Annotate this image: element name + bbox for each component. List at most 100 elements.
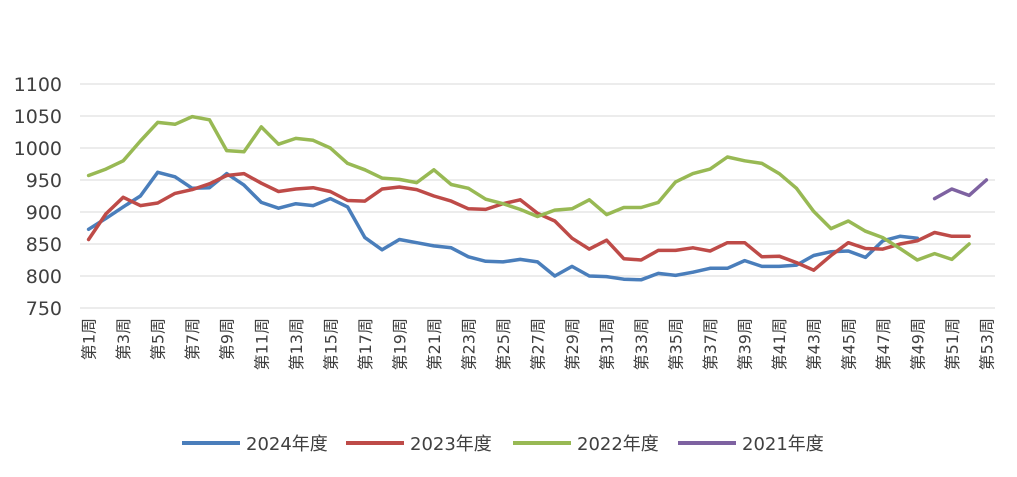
legend-label: 2022年度 [577,434,659,455]
data-point [104,212,108,216]
data-point [691,172,695,176]
data-point [432,168,436,172]
data-point [553,219,557,223]
y-tick-label: 950 [26,170,62,192]
data-point [397,238,401,241]
x-tick-label: 第15周 [321,318,340,370]
data-point [484,259,488,263]
data-point [156,120,160,124]
data-point [173,191,177,195]
data-point [277,190,280,193]
data-point [242,172,246,176]
data-point [829,250,833,254]
data-point [259,181,263,185]
series-3 [932,178,989,201]
x-tick-label: 第37周 [701,318,720,370]
data-point [570,264,574,268]
data-point [449,199,453,203]
x-tick-label: 第45周 [839,318,858,370]
x-tick-label: 第23周 [459,318,478,370]
y-tick-label: 750 [26,298,62,320]
data-point [708,167,712,171]
legend-item: 2022年度 [513,434,659,455]
data-point [691,270,695,274]
y-tick-label: 1050 [14,106,62,128]
data-point [242,150,246,154]
data-point [864,255,867,259]
data-point [208,118,211,122]
data-point [777,254,781,258]
data-point [691,246,695,250]
data-point [622,257,626,261]
x-tick-label: 第53周 [977,318,996,370]
x-tick-label: 第49周 [908,318,927,370]
x-tick-label: 第11周 [252,318,271,370]
data-point [846,249,850,253]
data-point [397,177,401,181]
data-point [156,201,160,205]
y-tick-label: 1000 [14,138,62,160]
data-point [587,247,591,251]
data-point [190,188,194,192]
data-point [933,197,937,201]
data-point [656,271,660,275]
data-point [363,199,367,203]
data-point [87,238,91,241]
data-point [121,195,125,199]
data-point [104,167,108,171]
data-point [967,193,971,197]
data-point [277,206,280,210]
data-point [415,188,419,192]
data-point [156,170,160,174]
y-tick-label: 800 [26,266,62,288]
data-point [484,207,488,211]
data-point [380,187,384,191]
x-tick-label: 第19周 [390,318,409,370]
data-point [225,149,229,153]
data-point [173,175,177,179]
legend-item: 2021年度 [678,434,824,455]
data-point [553,274,557,278]
data-point [674,248,678,252]
data-point [466,207,470,211]
series-1 [86,171,971,272]
data-point [501,260,505,264]
x-axis-tick-labels: 第1周 第3周 第5周 第7周 第9周 第11周 第13周 第15周 第17周 第19周 第21周第… [80,318,997,370]
series-line [86,114,971,262]
data-point [190,115,194,119]
data-point [967,234,971,238]
data-point [536,211,539,215]
data-point [622,206,626,209]
x-tick-label: 第3周 [114,318,133,360]
data-point [259,125,263,129]
data-point [915,258,919,262]
data-point [587,198,591,202]
data-point [553,208,557,212]
x-tick-label: 第27周 [529,318,548,370]
data-point [225,174,229,177]
data-point [725,241,729,245]
data-point [725,155,729,159]
data-point [639,206,643,209]
series-lines [86,114,989,282]
data-point [898,242,902,246]
data-point [760,161,764,165]
data-point [829,227,833,231]
data-point [277,142,280,146]
data-point [380,248,384,252]
y-tick-label: 900 [26,202,62,224]
x-tick-label: 第41周 [770,318,789,370]
data-point [380,176,384,180]
data-point [87,174,91,177]
data-point [311,186,315,190]
data-point [829,254,833,257]
data-point [743,241,747,245]
legend-label: 2021年度 [742,434,824,455]
gridlines [80,83,995,309]
x-tick-label: 第17周 [356,318,375,370]
data-point [898,234,902,238]
data-point [346,199,350,202]
data-point [138,194,142,198]
data-point [898,247,902,250]
